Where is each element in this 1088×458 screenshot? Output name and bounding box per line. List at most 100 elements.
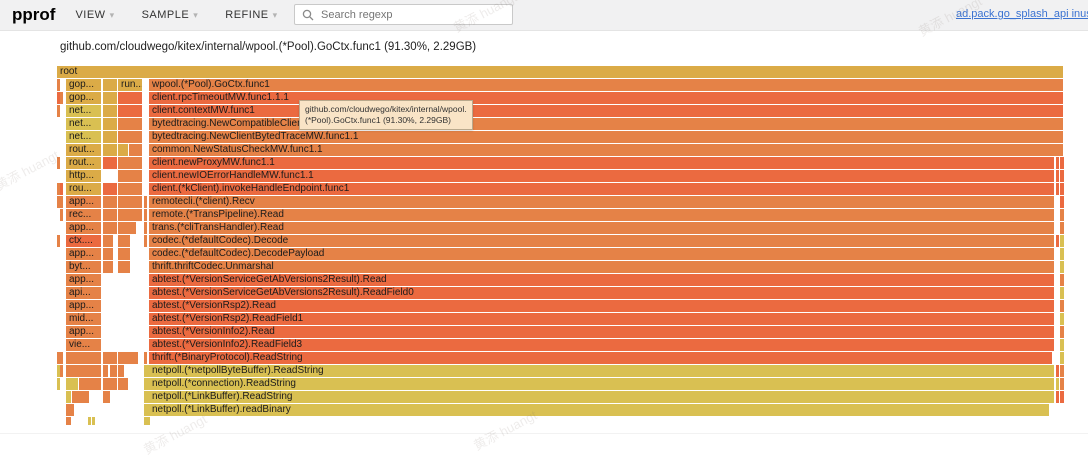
flame-frame-fragment[interactable] — [118, 222, 136, 234]
flame-frame-fragment[interactable] — [103, 352, 117, 364]
flame-frame-fragment[interactable] — [57, 365, 60, 377]
flame-frame-fragment[interactable] — [103, 248, 113, 260]
flame-frame-fragment[interactable] — [1060, 222, 1064, 234]
flame-frame-fragment[interactable] — [118, 144, 128, 156]
flame-frame-fragment[interactable] — [118, 92, 142, 104]
flame-frame-fragment[interactable] — [57, 79, 60, 91]
flame-frame-fragment[interactable] — [1056, 183, 1059, 195]
flame-frame[interactable]: net... — [66, 118, 101, 130]
flame-frame[interactable]: common.NewStatusCheckMW.func1.1 — [149, 144, 1063, 156]
flame-frame-fragment[interactable] — [1060, 248, 1064, 260]
flame-frame[interactable]: app... — [66, 300, 101, 312]
flame-frame-fragment[interactable] — [66, 352, 101, 364]
search-box[interactable] — [294, 4, 513, 25]
flame-frame-fragment[interactable] — [118, 261, 130, 273]
flame-frame-fragment[interactable] — [1060, 170, 1064, 182]
flame-frame-fragment[interactable] — [129, 144, 142, 156]
flame-frame[interactable]: app... — [66, 274, 101, 286]
flame-frame-fragment[interactable] — [144, 404, 147, 416]
flame-frame-fragment[interactable] — [144, 209, 147, 221]
flame-frame[interactable]: byt... — [66, 261, 101, 273]
flame-frame-fragment[interactable] — [1060, 365, 1064, 377]
flame-frame[interactable]: mid... — [66, 313, 101, 325]
flame-frame-fragment[interactable] — [1056, 365, 1059, 377]
flame-frame-fragment[interactable] — [144, 391, 147, 403]
flame-frame-fragment[interactable] — [103, 391, 110, 403]
flame-frame[interactable]: netpoll.(*connection).ReadString — [149, 378, 1054, 390]
flame-frame-fragment[interactable] — [103, 92, 117, 104]
flame-frame-fragment[interactable] — [60, 196, 63, 208]
flame-frame-fragment[interactable] — [144, 365, 147, 377]
flame-frame-fragment[interactable] — [118, 196, 142, 208]
profile-link[interactable]: ad.pack.go_splash_api inuse_sp — [956, 8, 1088, 20]
flame-frame-fragment[interactable] — [118, 183, 142, 195]
flame-frame-fragment[interactable] — [1060, 313, 1064, 325]
flame-frame-fragment[interactable] — [103, 118, 117, 130]
flame-frame[interactable]: ctx.... — [66, 235, 101, 247]
flame-frame-fragment[interactable] — [144, 235, 147, 247]
flame-frame[interactable]: thrift.(*BinaryProtocol).ReadString — [149, 352, 1052, 364]
flame-frame[interactable]: netpoll.(*LinkBuffer).ReadString — [149, 391, 1054, 403]
flame-frame[interactable]: abtest.(*VersionInfo2).Read — [149, 326, 1054, 338]
flame-frame-fragment[interactable] — [118, 378, 128, 390]
flame-frame-fragment[interactable] — [118, 235, 130, 247]
flame-frame[interactable]: client.(*kClient).invokeHandleEndpoint.f… — [149, 183, 1054, 195]
flame-frame-fragment[interactable] — [1060, 339, 1064, 351]
flame-frame[interactable]: netpoll.(*LinkBuffer).readBinary — [149, 404, 1049, 416]
flame-frame[interactable]: abtest.(*VersionRsp2).ReadField1 — [149, 313, 1054, 325]
flame-frame-fragment[interactable] — [118, 105, 142, 117]
flame-frame-fragment[interactable] — [103, 365, 108, 377]
flame-frame[interactable]: client.contextMW.func1 — [149, 105, 1063, 117]
flame-frame-fragment[interactable] — [1060, 378, 1064, 390]
flame-frame-fragment[interactable] — [1056, 391, 1059, 403]
flame-frame[interactable]: client.newProxyMW.func1.1 — [149, 157, 1054, 169]
flame-frame[interactable]: rou... — [66, 183, 101, 195]
flame-frame[interactable]: thrift.thriftCodec.Unmarshal — [149, 261, 1054, 273]
flame-frame-fragment[interactable] — [57, 157, 60, 169]
flame-frame-fragment[interactable] — [57, 183, 60, 195]
flame-frame-fragment[interactable] — [66, 365, 101, 377]
flame-frame[interactable]: api... — [66, 287, 101, 299]
flame-frame[interactable]: abtest.(*VersionServiceGetAbVersions2Res… — [149, 287, 1054, 299]
flame-frame-fragment[interactable] — [1060, 235, 1064, 247]
flame-frame-fragment[interactable] — [103, 222, 117, 234]
flame-frame-fragment[interactable] — [118, 170, 142, 182]
flame-frame-fragment[interactable] — [60, 209, 63, 221]
flame-frame[interactable]: rout... — [66, 157, 101, 169]
flame-frame-fragment[interactable] — [103, 105, 117, 117]
flame-frame[interactable]: wpool.(*Pool).GoCtx.func1 — [149, 79, 1063, 91]
flame-frame-fragment[interactable] — [79, 378, 101, 390]
flame-frame-fragment[interactable] — [103, 157, 117, 169]
flame-frame[interactable]: run... — [118, 79, 142, 91]
flame-frame-fragment[interactable] — [1056, 157, 1059, 169]
flame-frame-fragment[interactable] — [66, 417, 71, 425]
flame-frame-fragment[interactable] — [1060, 209, 1064, 221]
flame-frame-fragment[interactable] — [66, 404, 74, 416]
flame-frame-fragment[interactable] — [110, 365, 117, 377]
flame-frame[interactable]: trans.(*cliTransHandler).Read — [149, 222, 1054, 234]
flame-frame-fragment[interactable] — [1056, 378, 1059, 390]
flame-frame[interactable]: client.newIOErrorHandleMW.func1.1 — [149, 170, 1054, 182]
flame-frame-fragment[interactable] — [118, 248, 130, 260]
flame-frame[interactable]: vie... — [66, 339, 101, 351]
flame-frame-fragment[interactable] — [57, 92, 60, 104]
flame-frame-fragment[interactable] — [103, 261, 113, 273]
flame-frame[interactable]: app... — [66, 248, 101, 260]
flame-frame-fragment[interactable] — [103, 209, 117, 221]
flame-frame-fragment[interactable] — [144, 222, 147, 234]
flame-frame[interactable]: rec... — [66, 209, 101, 221]
flame-frame-fragment[interactable] — [118, 131, 142, 143]
flame-frame-fragment[interactable] — [1060, 300, 1064, 312]
flame-frame-fragment[interactable] — [1060, 391, 1064, 403]
flame-frame-fragment[interactable] — [57, 105, 60, 117]
flame-frame-fragment[interactable] — [57, 235, 60, 247]
flame-frame[interactable]: gop... — [66, 79, 101, 91]
flame-frame-fragment[interactable] — [118, 157, 142, 169]
flame-frame[interactable]: http... — [66, 170, 101, 182]
flame-frame-fragment[interactable] — [147, 417, 150, 425]
flame-frame-fragment[interactable] — [1060, 287, 1064, 299]
flame-frame-fragment[interactable] — [88, 417, 91, 425]
menu-sample[interactable]: SAMPLE ▾ — [141, 9, 199, 21]
flame-frame[interactable]: app... — [66, 196, 101, 208]
flame-frame-fragment[interactable] — [118, 365, 124, 377]
